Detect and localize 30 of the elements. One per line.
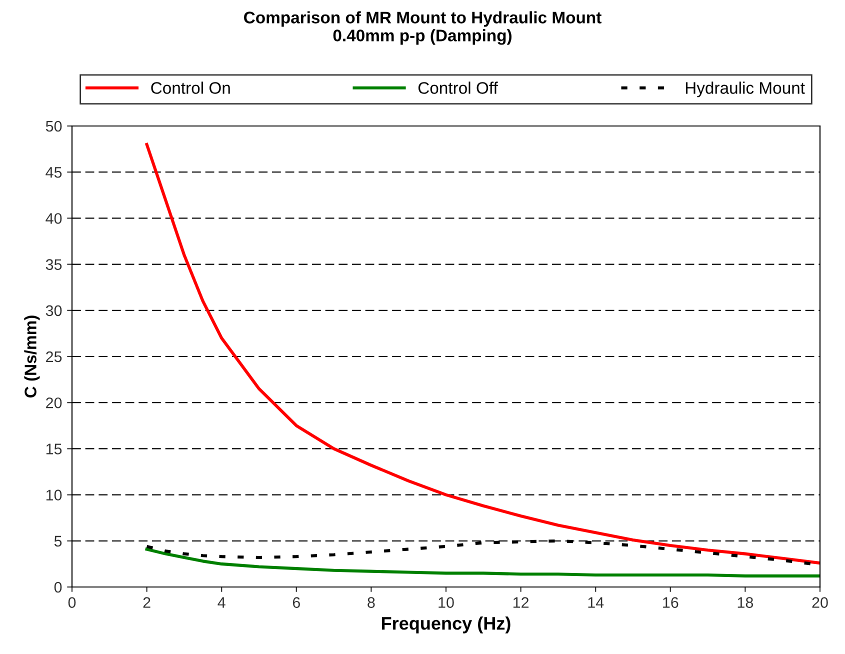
y-tick-label: 30 [46, 305, 62, 316]
x-tick-label: 6 [292, 597, 300, 608]
x-tick-label: 4 [218, 597, 226, 608]
y-tick-label: 10 [46, 490, 62, 500]
x-tick-label: 0 [68, 597, 76, 608]
line-series [145, 142, 820, 565]
y-tick-label: 0 [54, 582, 62, 593]
x-tick-label: 16 [663, 597, 678, 608]
legend-label: Control On [151, 82, 230, 94]
y-tick-label: 50 [46, 120, 62, 132]
x-tick-label: 18 [738, 597, 754, 608]
x-tick-label: 2 [143, 597, 150, 608]
x-tick-label: 8 [368, 597, 375, 608]
x-tick-label: 12 [513, 597, 529, 608]
y-axis-title: C (Ns/mm) [24, 316, 40, 398]
x-tick-label: 20 [812, 597, 828, 608]
y-tick-label: 25 [46, 351, 62, 362]
y-tick-label: 5 [54, 536, 62, 547]
y-tick-label: 45 [46, 167, 62, 178]
line-series [145, 548, 820, 578]
legend-label: Control Off [418, 82, 498, 94]
y-tick-label: 20 [46, 397, 62, 408]
x-tick-label: 10 [438, 597, 454, 608]
chart-title: Comparison of MR Mount to Hydraulic Mount 0.40mm p-p (Damping) [244, 11, 602, 45]
y-tick-label: 40 [46, 213, 62, 224]
legend-label: Hydraulic Mount [686, 82, 805, 98]
x-axis-title: Frequency (Hz) [382, 616, 510, 634]
y-tick-label: 35 [46, 259, 62, 270]
x-tick-label: 14 [588, 597, 604, 608]
y-tick-label: 15 [46, 444, 62, 454]
